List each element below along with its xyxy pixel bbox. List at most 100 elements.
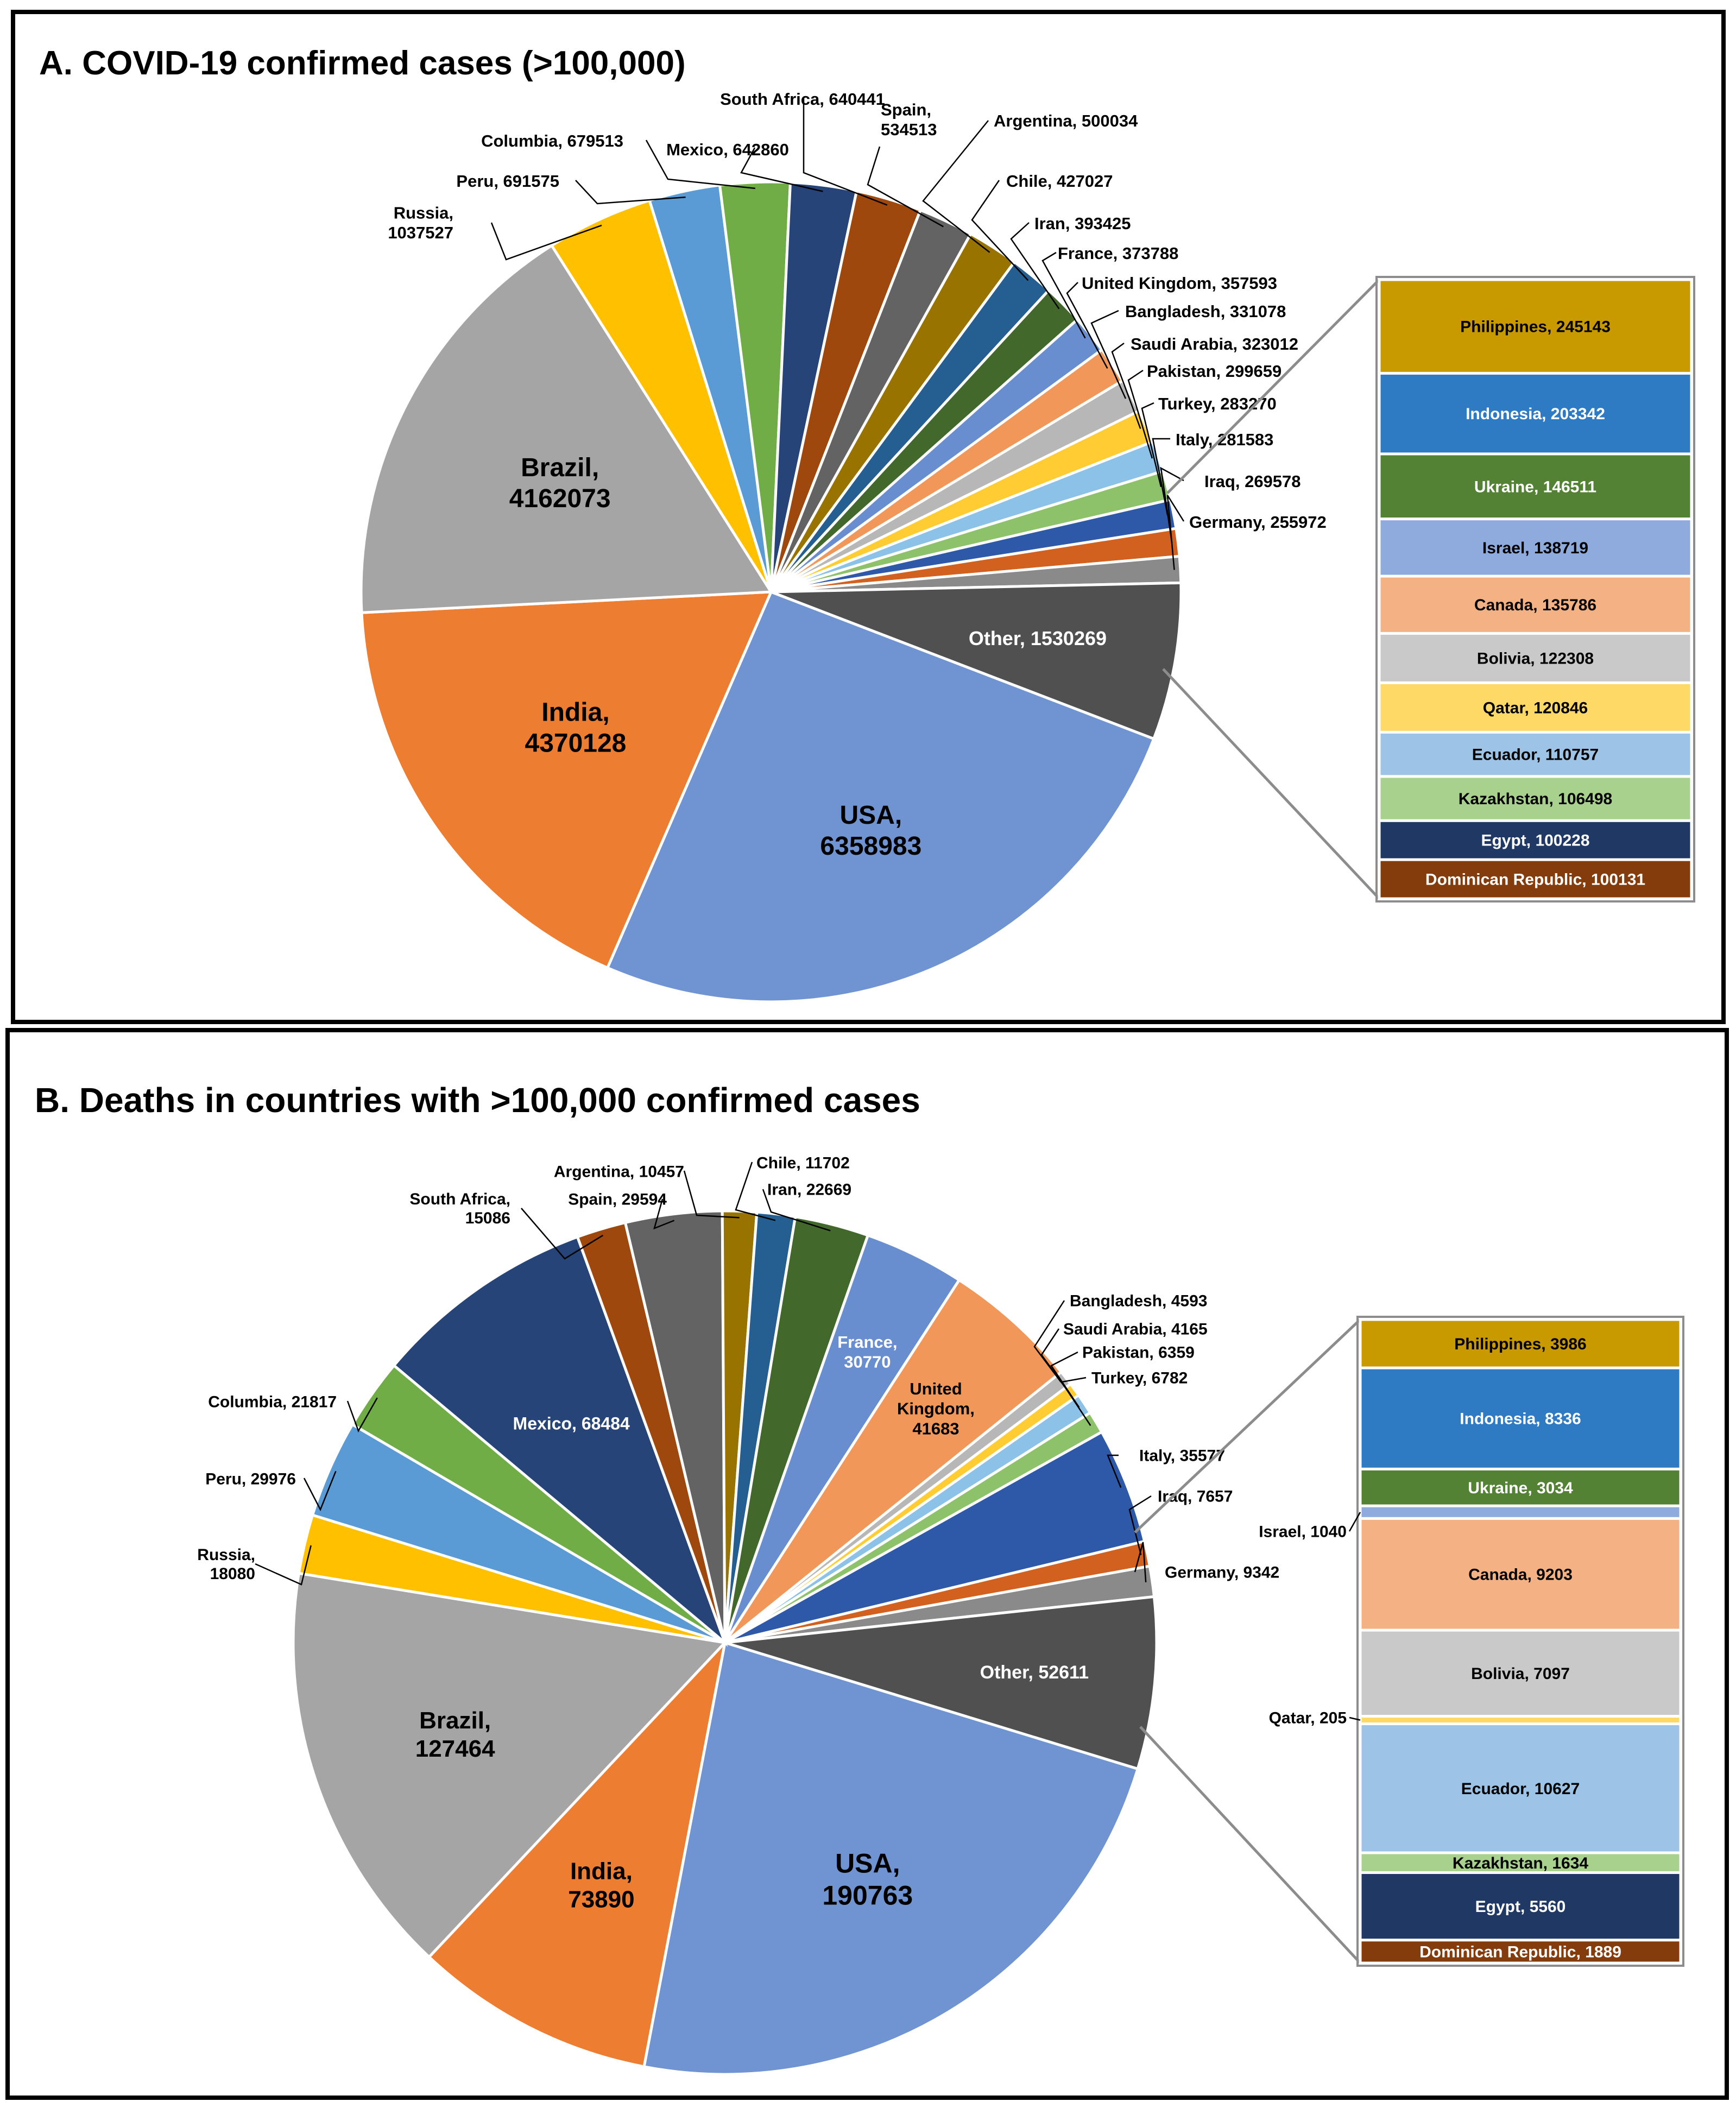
- label-mexico: Mexico, 642860: [666, 140, 789, 159]
- leader-argentina: [683, 1170, 740, 1219]
- slice-mexico: [392, 1235, 728, 1647]
- label-usa: USA, 6358983: [820, 801, 921, 861]
- label-chile: Chile, 11702: [756, 1154, 850, 1172]
- zoom-line-bottom: [1162, 668, 1380, 900]
- slice-russia: [550, 198, 773, 593]
- other-breakdown-frame: [1375, 276, 1695, 902]
- panel-b-title: B. Deaths in countries with >100,000 con…: [35, 1081, 920, 1120]
- leader-peru: [303, 1470, 337, 1511]
- zoom-line-top: [1166, 279, 1380, 494]
- leader-chile: [735, 1162, 776, 1221]
- slice-other: [771, 581, 1183, 741]
- breakdown-dominican-republic: [1359, 1939, 1682, 1965]
- label-germany: Germany, 255972: [1189, 513, 1327, 532]
- label-peru: Peru, 29976: [205, 1470, 296, 1488]
- leader-italy: [1152, 438, 1170, 515]
- pie-a: USA, 6358983 India, 4370128 Brazil, 4162073 Ru…: [359, 90, 1695, 1003]
- breakdown-label-canada: Canada, 9203: [1468, 1566, 1573, 1584]
- label-mexico: Mexico, 68484: [513, 1414, 630, 1434]
- slice-united-kingdom: [723, 1278, 1063, 1644]
- breakdown-label-israel: Israel, 1040: [1259, 1523, 1347, 1541]
- breakdown-kazakhstan: [1359, 1851, 1682, 1875]
- leader-iran: [762, 1189, 831, 1232]
- slice-brazil: [359, 243, 774, 614]
- breakdown-label-indonesia: Indonesia, 203342: [1466, 405, 1605, 423]
- slice-italy: [724, 1430, 1146, 1644]
- other-breakdown-frame: [1356, 1316, 1684, 1967]
- breakdown-label-qatar: Qatar, 205: [1269, 1709, 1347, 1727]
- breakdown-label-kazakhstan: Kazakhstan, 106498: [1459, 790, 1613, 808]
- label-united-kingdom: United Kingdom, 41683: [897, 1379, 975, 1438]
- leader-bangladesh: [1090, 310, 1127, 399]
- label-iran: Iran, 22669: [767, 1181, 851, 1199]
- label-other: Other, 52611: [980, 1662, 1089, 1683]
- label-columbia: Columbia, 21817: [208, 1393, 337, 1411]
- leader-south-africa: [521, 1208, 604, 1260]
- label-argentina: Argentina, 10457: [554, 1163, 684, 1181]
- leader-columbia: [645, 140, 755, 190]
- breakdown-label-egypt: Egypt, 100228: [1481, 832, 1589, 850]
- breakdown-label-dominican-republic: Dominican Republic, 100131: [1425, 871, 1645, 889]
- leader-saudi-arabia: [1111, 342, 1141, 429]
- leader-italy: [1107, 1454, 1122, 1488]
- breakdown-label-kazakhstan: Kazakhstan, 1634: [1453, 1854, 1588, 1872]
- leader-pakistan: [1127, 369, 1153, 459]
- breakdown-label-philippines: Philippines, 245143: [1460, 318, 1611, 336]
- label-south-africa: South Africa, 15086: [409, 1190, 510, 1227]
- label-peru: Peru, 691575: [456, 172, 559, 191]
- label-turkey: Turkey, 283270: [1158, 394, 1277, 413]
- label-india: India, 4370128: [525, 698, 627, 758]
- breakdown-leader-qatar: [1349, 1716, 1361, 1721]
- breakdown-ukraine: [1378, 452, 1693, 521]
- label-france: France, 30770: [837, 1333, 897, 1372]
- label-iran: Iran, 393425: [1034, 214, 1131, 233]
- leader-turkey: [1060, 1377, 1091, 1426]
- leader-saudi-arabia: [1040, 1328, 1070, 1394]
- breakdown-label-bolivia: Bolivia, 7097: [1471, 1665, 1570, 1683]
- leader-iran: [1010, 222, 1060, 310]
- label-spain: Spain, 29594: [568, 1191, 667, 1209]
- label-pakistan: Pakistan, 6359: [1082, 1344, 1195, 1362]
- leader-iraq: [1128, 1495, 1152, 1555]
- label-columbia: Columbia, 679513: [481, 131, 623, 150]
- breakdown-label-egypt: Egypt, 5560: [1475, 1898, 1566, 1916]
- breakdown-qatar: [1378, 681, 1693, 734]
- leader-columbia: [346, 1397, 378, 1432]
- leader-germany: [1134, 1542, 1147, 1582]
- zoom-line-bottom: [1139, 1726, 1361, 1964]
- zoom-line-top: [1134, 1318, 1361, 1533]
- label-brazil: Brazil, 127464: [415, 1707, 495, 1762]
- label-iraq: Iraq, 269578: [1204, 472, 1301, 491]
- slice-brazil: [292, 1571, 728, 1959]
- breakdown-israel: [1378, 517, 1693, 578]
- breakdown-label-ecuador: Ecuador, 10627: [1461, 1780, 1580, 1798]
- breakdown-label-dominican-republic: Dominican Republic, 1889: [1419, 1943, 1621, 1961]
- label-united-kingdom: United Kingdom, 357593: [1082, 274, 1277, 293]
- leader-france: [1041, 251, 1086, 339]
- leader-peru: [575, 180, 686, 205]
- breakdown-ecuador: [1359, 1722, 1682, 1854]
- breakdown-label-philippines: Philippines, 3986: [1454, 1335, 1586, 1353]
- label-saudi-arabia: Saudi Arabia, 4165: [1063, 1321, 1208, 1339]
- breakdown-label-ukraine: Ukraine, 146511: [1474, 478, 1596, 496]
- label-france: France, 373788: [1058, 244, 1178, 263]
- leader-spain: [867, 146, 944, 228]
- breakdown-label-indonesia: Indonesia, 8336: [1460, 1410, 1581, 1428]
- label-south-africa: South Africa, 640441: [720, 90, 885, 109]
- leader-mexico: [740, 147, 823, 192]
- leader-spain: [653, 1198, 675, 1230]
- label-usa: USA, 190763: [822, 1848, 913, 1911]
- breakdown-indonesia: [1359, 1366, 1682, 1470]
- label-india: India, 73890: [568, 1858, 634, 1913]
- leader-russia: [490, 222, 602, 261]
- slice-other: [724, 1595, 1158, 1771]
- label-spain: Spain, 534513: [881, 100, 937, 140]
- panel-a-title: A. COVID-19 confirmed cases (>100,000): [39, 45, 686, 82]
- breakdown-label-bolivia: Bolivia, 122308: [1477, 649, 1594, 667]
- slice-india: [360, 590, 773, 970]
- label-bangladesh: Bangladesh, 4593: [1070, 1292, 1207, 1310]
- label-germany: Germany, 9342: [1165, 1564, 1279, 1582]
- label-russia: Russia, 1037527: [388, 204, 453, 243]
- breakdown-ukraine: [1359, 1467, 1682, 1507]
- label-iraq: Iraq, 7657: [1158, 1488, 1233, 1506]
